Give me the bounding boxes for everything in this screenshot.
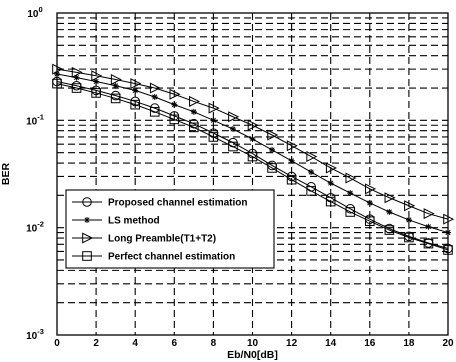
data-point [91, 88, 101, 98]
data-point [190, 108, 197, 115]
data-point [327, 180, 334, 187]
data-point [288, 157, 295, 164]
data-point [306, 186, 316, 196]
data-point [247, 119, 259, 131]
x-tick-label: 18 [403, 338, 415, 349]
x-tick-label: 16 [364, 338, 376, 349]
legend: Proposed channel estimation LS method Long… [65, 189, 275, 269]
plot-frame [56, 12, 449, 336]
grid-lines [57, 13, 448, 335]
data-point [325, 162, 337, 174]
data-point [286, 174, 297, 185]
data-point [267, 163, 277, 173]
x-tick-label: 12 [286, 338, 298, 349]
data-point [345, 172, 357, 184]
data-point [130, 99, 140, 110]
x-tick-label: 8 [211, 338, 217, 349]
x-tick-label: 2 [93, 338, 99, 349]
x-tick-label: 0 [54, 338, 60, 349]
data-point [404, 232, 414, 243]
data-point [386, 208, 393, 215]
data-point [269, 146, 276, 153]
data-point [228, 111, 240, 123]
data-point [423, 208, 435, 220]
x-tick-label: 10 [247, 338, 259, 349]
legend-entry: Proposed channel estimation [72, 197, 247, 209]
y-tick-label: 10-3 [26, 327, 44, 342]
data-point [366, 199, 373, 206]
data-point [229, 126, 236, 133]
data-point [308, 169, 315, 176]
data-point [171, 101, 178, 108]
data-point [405, 216, 412, 223]
y-tick-label: 100 [27, 5, 42, 20]
legend-box [65, 189, 275, 269]
x-tick-label: 14 [325, 338, 337, 349]
data-point [365, 216, 375, 226]
data-point [110, 93, 121, 104]
data-point [189, 122, 199, 133]
data-point [91, 70, 103, 82]
data-point [71, 66, 83, 78]
data-point [130, 78, 142, 90]
x-tick-label: 20 [442, 338, 454, 349]
data-point [112, 82, 119, 89]
data-point [73, 74, 80, 81]
legend-entry: Long Preamble(T1+T2) [72, 232, 216, 245]
legend-marker [82, 251, 92, 261]
data-point [384, 225, 395, 235]
series-line [56, 81, 449, 249]
data-point [208, 132, 219, 142]
legend-label: Perfect channel estimation [108, 252, 235, 263]
data-point [110, 74, 122, 86]
data-point [71, 83, 82, 93]
legend-label: LS method [108, 216, 160, 227]
data-point [404, 200, 416, 212]
data-point [247, 151, 258, 162]
legend-marker [82, 197, 92, 207]
data-point [286, 140, 298, 152]
data-point [306, 151, 318, 163]
data-point [425, 223, 432, 230]
legend-label: Proposed channel estimation [108, 198, 247, 209]
x-tick-label: 6 [172, 338, 178, 349]
data-point [93, 78, 100, 85]
tick-labels: 0 2 4 6 8 10 12 14 16 18 20 100 10-1 10-2 10-3 [26, 5, 454, 349]
data-point [189, 95, 201, 107]
data-point [347, 190, 354, 197]
y-tick-label: 10-2 [26, 220, 44, 235]
data-point [228, 141, 238, 152]
series-line [56, 68, 449, 220]
series-line [56, 83, 449, 251]
legend-marker [82, 232, 94, 244]
data-point [149, 82, 161, 94]
legend-entry: Perfect channel estimation [72, 251, 235, 263]
x-axis-label: Eb/N0[dB] [227, 349, 278, 361]
data-point [132, 87, 139, 94]
data-point [365, 183, 377, 195]
data-point [210, 117, 217, 124]
y-axis-label: BER [0, 162, 12, 185]
data-point [169, 88, 181, 100]
data-point [151, 93, 158, 100]
data-point [249, 136, 256, 143]
x-tick-label: 4 [132, 338, 138, 349]
data-point [169, 114, 180, 125]
y-tick-label: 10-1 [26, 112, 44, 127]
legend-label: Long Preamble(T1+T2) [108, 234, 216, 245]
data-point [423, 238, 434, 249]
data-point [208, 102, 220, 114]
data-point [384, 192, 396, 204]
data-point [325, 196, 336, 207]
data-point [345, 207, 356, 217]
data-point [149, 107, 160, 117]
legend-marker [84, 217, 90, 223]
data-point [267, 129, 279, 141]
legend-entry: LS method [72, 216, 160, 227]
